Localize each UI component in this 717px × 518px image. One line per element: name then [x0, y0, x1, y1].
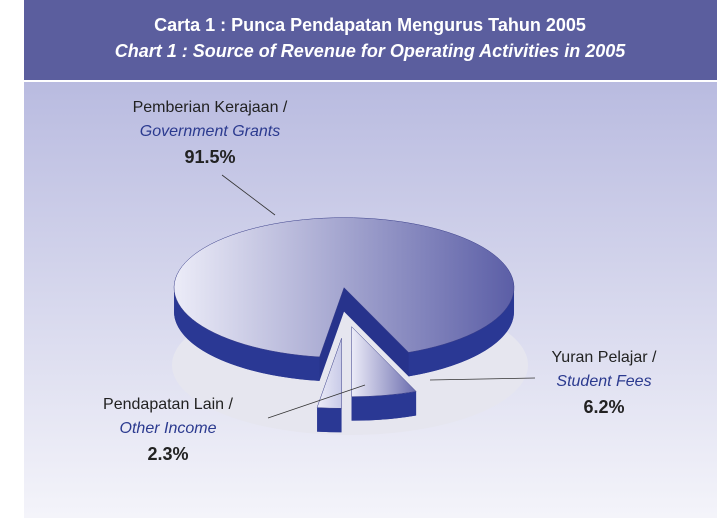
slice-label-en: Government Grants — [140, 123, 281, 140]
value-label: 91.5% — [184, 147, 235, 167]
value-label: 2.3% — [147, 444, 188, 464]
pie-slice — [173, 217, 515, 358]
chart-title: Carta 1 : Punca Pendapatan Mengurus Tahu… — [154, 15, 586, 35]
slice-side — [317, 407, 342, 433]
slice-side — [408, 287, 515, 377]
chart-subtitle: Chart 1 : Source of Revenue for Operatin… — [115, 41, 626, 61]
slice-label-en: Other Income — [120, 420, 217, 437]
slice-label: Yuran Pelajar / — [552, 349, 658, 366]
slice-label: Pemberian Kerajaan / — [133, 99, 288, 116]
pie-slice-group — [173, 217, 515, 381]
slice-label-en: Student Fees — [556, 373, 651, 390]
slice-side — [351, 391, 417, 421]
pie-slice — [316, 338, 342, 409]
slice-label: Pendapatan Lain / — [103, 396, 233, 413]
value-label: 6.2% — [583, 397, 624, 417]
leader-line — [429, 377, 536, 381]
pie-slice — [351, 326, 417, 397]
leader-line — [221, 174, 276, 216]
slice-side — [174, 287, 320, 381]
title-bar — [24, 0, 717, 80]
pie-slice-group — [351, 326, 417, 421]
leader-line — [267, 384, 366, 419]
